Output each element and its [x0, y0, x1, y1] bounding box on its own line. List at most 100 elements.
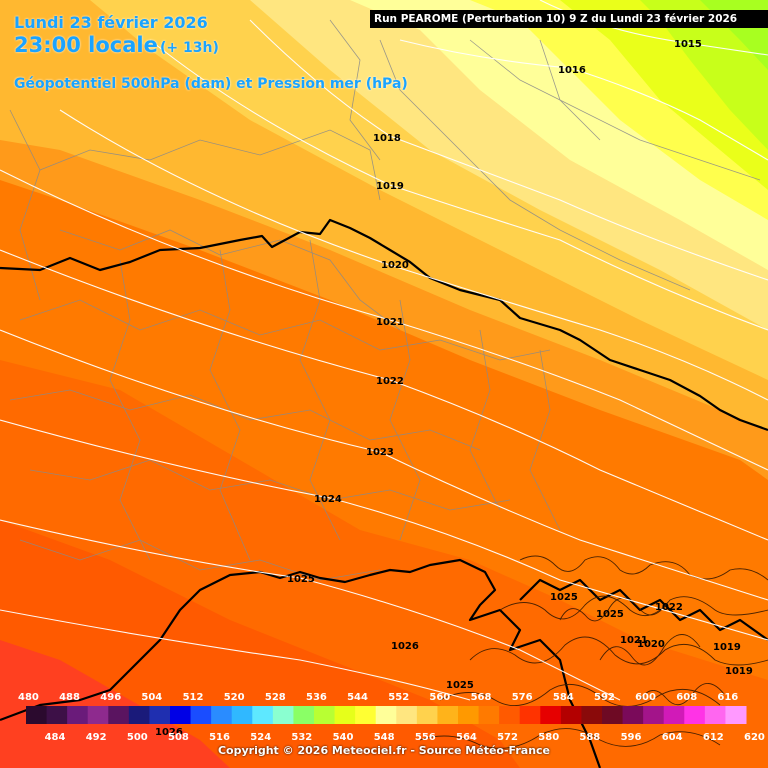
legend-lower-label: 548 — [374, 732, 395, 743]
isobar-label-1022: 1022 — [376, 376, 404, 387]
legend-lower-label: 524 — [250, 732, 271, 743]
legend-swatch — [190, 706, 212, 724]
isobar-label-1015: 1015 — [674, 39, 702, 50]
copyright-notice: Copyright © 2026 Meteociel.fr - Source M… — [217, 744, 551, 757]
legend-lower-label: 572 — [497, 732, 518, 743]
isobar-label-1018: 1018 — [373, 133, 401, 144]
isobar-label-1019-c: 1019 — [725, 666, 753, 677]
forecast-local-time: 23:00 locale — [14, 33, 158, 57]
legend-swatch — [437, 706, 459, 724]
legend-swatch — [458, 706, 480, 724]
legend-lower-label: 492 — [86, 732, 107, 743]
legend-lower-label: 596 — [621, 732, 642, 743]
isobar-label-1020-b: 1020 — [637, 639, 665, 650]
relief-contours — [419, 555, 768, 749]
legend-upper-label: 528 — [265, 692, 286, 703]
legend-swatch — [211, 706, 233, 724]
legend-upper-label: 552 — [388, 692, 409, 703]
legend-swatch — [560, 706, 582, 724]
legend-swatch — [67, 706, 89, 724]
isobar-label-1016: 1016 — [558, 65, 586, 76]
legend-swatch — [602, 706, 624, 724]
legend-swatch — [581, 706, 603, 724]
legend-swatch — [149, 706, 171, 724]
legend-lower-label: 612 — [703, 732, 724, 743]
legend-lower-labels: 484 492 500 508 516 524 532 540 548 556 564 572 580 5… — [45, 732, 765, 743]
color-legend: 480 488 496 504 512 520 528 536 544 552 560 568 576 5… — [18, 692, 765, 743]
isobar-label-1022-b: 1022 — [655, 602, 683, 613]
legend-upper-label: 488 — [59, 692, 80, 703]
legend-upper-label: 576 — [512, 692, 533, 703]
legend-swatch — [622, 706, 644, 724]
legend-swatch — [684, 706, 706, 724]
legend-upper-label: 504 — [141, 692, 162, 703]
legend-swatch — [643, 706, 665, 724]
legend-swatch — [725, 706, 747, 724]
legend-swatch — [293, 706, 315, 724]
legend-lower-label: 580 — [538, 732, 559, 743]
region-borders — [9, 19, 761, 581]
forecast-lead-time: (+ 13h) — [160, 40, 219, 56]
legend-upper-label: 584 — [553, 692, 574, 703]
legend-swatch — [375, 706, 397, 724]
isobars — [0, 0, 768, 701]
isobar-label-1026: 1026 — [391, 641, 419, 652]
legend-upper-label: 608 — [676, 692, 697, 703]
legend-swatch — [46, 706, 68, 724]
isobar-label-1021-b: 1021 — [620, 635, 648, 646]
legend-swatch — [272, 706, 294, 724]
legend-swatch — [170, 706, 192, 724]
legend-swatch — [252, 706, 274, 724]
legend-swatch — [499, 706, 521, 724]
parameter-title: Géopotentiel 500hPa (dam) et Pression me… — [14, 76, 408, 92]
legend-upper-label: 544 — [347, 692, 368, 703]
isobar-label-1026-b: 1026 — [155, 727, 183, 738]
run-banner: Run PEAROME (Perturbation 10) 9 Z du Lun… — [370, 10, 768, 28]
isobar-label-1025: 1025 — [287, 574, 315, 585]
legend-lower-label: 532 — [291, 732, 312, 743]
legend-upper-label: 536 — [306, 692, 327, 703]
legend-swatch — [87, 706, 109, 724]
legend-lower-label: 588 — [579, 732, 600, 743]
legend-swatch — [108, 706, 130, 724]
legend-swatch — [355, 706, 377, 724]
legend-swatch — [314, 706, 336, 724]
legend-swatch — [663, 706, 685, 724]
isobar-label-1019: 1019 — [376, 181, 404, 192]
legend-swatch — [478, 706, 500, 724]
legend-upper-label: 568 — [471, 692, 492, 703]
legend-swatch — [334, 706, 356, 724]
legend-swatch — [26, 706, 48, 724]
legend-lower-label: 540 — [333, 732, 354, 743]
legend-swatch — [704, 706, 726, 724]
isobar-label-1020: 1020 — [381, 260, 409, 271]
legend-upper-label: 600 — [635, 692, 656, 703]
legend-swatch — [416, 706, 438, 724]
legend-lower-label: 484 — [45, 732, 66, 743]
legend-swatches — [26, 706, 747, 724]
legend-lower-label: 620 — [744, 732, 765, 743]
isobar-label-1024: 1024 — [314, 494, 342, 505]
legend-lower-label: 556 — [415, 732, 436, 743]
legend-lower-label: 604 — [662, 732, 683, 743]
isobar-label-1023: 1023 — [366, 447, 394, 458]
isobar-label-1019-b: 1019 — [713, 642, 741, 653]
legend-lower-label: 564 — [456, 732, 477, 743]
legend-upper-labels: 480 488 496 504 512 520 528 536 544 552 560 568 576 5… — [18, 692, 738, 703]
legend-lower-label: 508 — [168, 732, 189, 743]
legend-swatch — [396, 706, 418, 724]
isobar-label-1021: 1021 — [376, 317, 404, 328]
legend-lower-label: 500 — [127, 732, 148, 743]
legend-upper-label: 560 — [429, 692, 450, 703]
legend-swatch — [128, 706, 150, 724]
forecast-date: Lundi 23 février 2026 — [14, 13, 208, 32]
legend-upper-label: 592 — [594, 692, 615, 703]
legend-upper-label: 496 — [100, 692, 121, 703]
legend-upper-label: 480 — [18, 692, 39, 703]
legend-upper-label: 520 — [224, 692, 245, 703]
legend-upper-label: 616 — [717, 692, 738, 703]
legend-swatch — [519, 706, 541, 724]
legend-lower-label: 516 — [209, 732, 230, 743]
isobar-labels: 1015 1016 1018 1019 1020 1021 1022 1023 … — [155, 39, 753, 738]
